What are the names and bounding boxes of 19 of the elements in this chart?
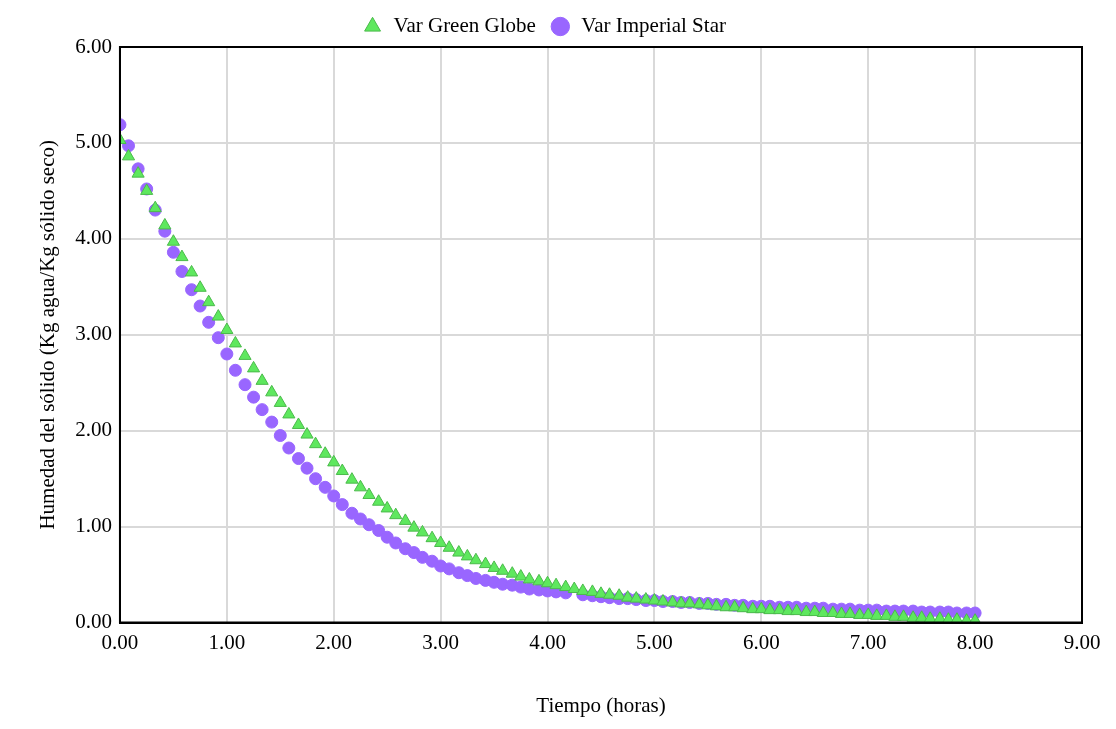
x-axis-title: Tiempo (horas) <box>536 692 666 717</box>
legend-label: Var Green Globe <box>393 13 536 38</box>
y-tick-label: 3.00 <box>75 321 112 346</box>
x-tick-label: 4.00 <box>529 629 566 654</box>
x-tick-label: 7.00 <box>849 629 887 654</box>
y-tick-label: 1.00 <box>75 513 112 538</box>
x-tick-label: 2.00 <box>315 629 353 654</box>
legend-label: Var Imperial Star <box>581 13 726 38</box>
x-tick-label: 9.00 <box>1063 629 1101 654</box>
x-tick-label: 1.00 <box>208 629 246 654</box>
x-tick-label: 3.00 <box>422 629 460 654</box>
y-tick-label: 5.00 <box>75 129 112 154</box>
y-tick-label: 6.00 <box>75 33 112 58</box>
x-tick-label: 6.00 <box>742 629 780 654</box>
x-tick-label: 5.00 <box>636 629 673 654</box>
y-tick-label: 2.00 <box>75 417 112 442</box>
y-tick-label: 4.00 <box>75 225 112 250</box>
x-tick-label: 8.00 <box>956 629 994 654</box>
y-axis-title: Humedad del sólido (Kg agua/Kg sólido seco) <box>35 140 60 530</box>
